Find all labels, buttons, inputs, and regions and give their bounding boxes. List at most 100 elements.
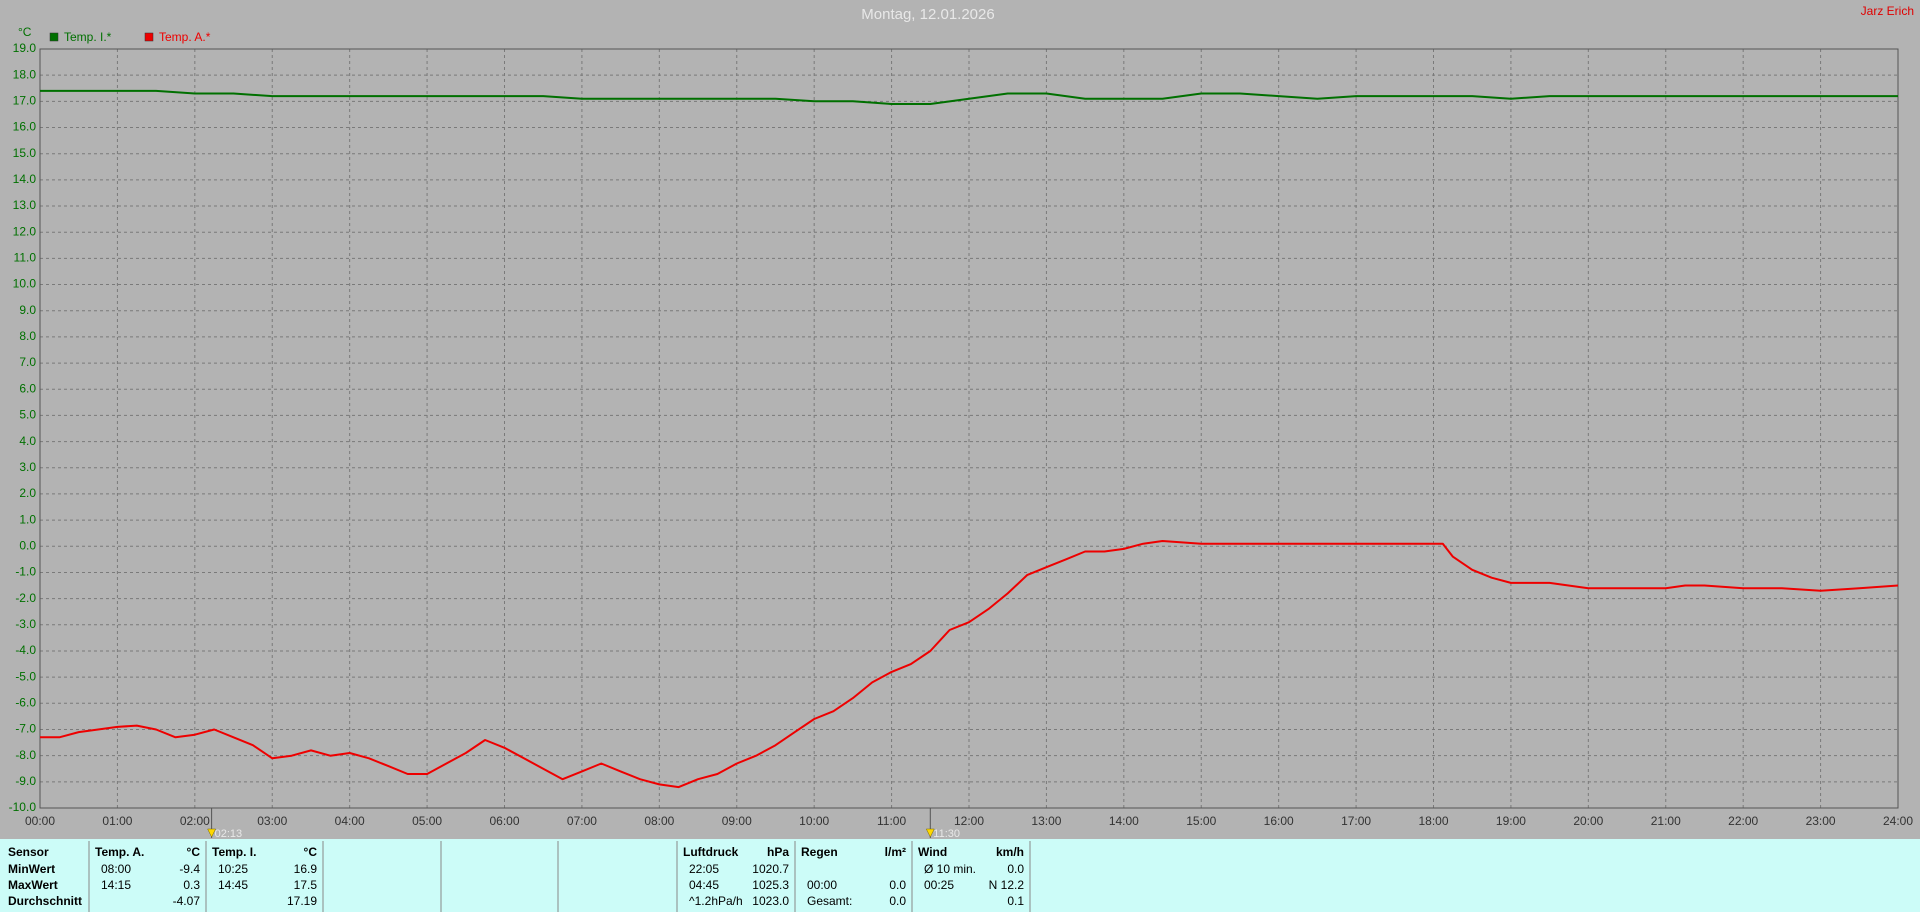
- corner-text: Jarz Erich: [1861, 4, 1914, 18]
- y-tick-label: -2.0: [15, 591, 36, 605]
- group-name: Luftdruck: [683, 845, 739, 859]
- cell-value: 0.0: [889, 894, 906, 908]
- group-name: Wind: [918, 845, 947, 859]
- group-unit: °C: [187, 845, 201, 859]
- cell-time: 14:45: [218, 878, 248, 892]
- y-tick-label: 1.0: [19, 512, 36, 526]
- cell-value: -4.07: [173, 894, 201, 908]
- cell-time: ^1.2hPa/h: [689, 894, 743, 908]
- group-name: Temp. I.: [212, 845, 256, 859]
- x-tick-label: 11:00: [877, 814, 906, 828]
- cell-time: Gesamt:: [807, 894, 852, 908]
- y-tick-label: -9.0: [15, 774, 36, 788]
- row-label: MinWert: [8, 862, 55, 876]
- x-tick-label: 02:00: [180, 814, 210, 828]
- y-tick-label: -3.0: [15, 617, 36, 631]
- x-tick-label: 24:00: [1883, 814, 1913, 828]
- cell-time: 10:25: [218, 862, 248, 876]
- x-tick-label: 12:00: [954, 814, 984, 828]
- group-unit: °C: [304, 845, 318, 859]
- cell-value: 0.1: [1007, 894, 1024, 908]
- cell-value: 0.0: [1007, 862, 1024, 876]
- group-name: Temp. A.: [95, 845, 144, 859]
- cell-value: 1023.0: [752, 894, 789, 908]
- y-tick-label: -10.0: [9, 800, 37, 814]
- x-tick-label: 13:00: [1031, 814, 1061, 828]
- x-tick-label: 14:00: [1109, 814, 1139, 828]
- y-tick-label: 11.0: [14, 251, 37, 265]
- x-tick-label: 05:00: [412, 814, 442, 828]
- x-tick-label: 09:00: [722, 814, 752, 828]
- chart-title: Montag, 12.01.2026: [861, 6, 994, 23]
- cell-time: 00:25: [924, 878, 954, 892]
- marker-icon: [207, 828, 217, 838]
- y-tick-label: 14.0: [13, 172, 37, 186]
- cell-time: Ø 10 min.: [924, 862, 976, 876]
- x-tick-label: 01:00: [102, 814, 132, 828]
- y-tick-label: 16.0: [13, 120, 37, 134]
- group-name: Regen: [801, 845, 838, 859]
- table-background: [0, 839, 1920, 912]
- x-tick-label: 06:00: [489, 814, 519, 828]
- legend-label: Temp. A.*: [159, 30, 211, 44]
- x-tick-label: 23:00: [1806, 814, 1836, 828]
- y-axis-label: °C: [18, 25, 32, 39]
- cell-time: 14:15: [101, 878, 131, 892]
- cell-value: N 12.2: [989, 878, 1025, 892]
- y-tick-label: 15.0: [13, 146, 37, 160]
- y-tick-label: -8.0: [15, 748, 36, 762]
- x-tick-label: 07:00: [567, 814, 597, 828]
- x-tick-label: 00:00: [25, 814, 55, 828]
- cell-value: 16.9: [294, 862, 318, 876]
- y-tick-label: 6.0: [19, 381, 36, 395]
- table-header: Sensor: [8, 845, 49, 859]
- legend-label: Temp. I.*: [64, 30, 112, 44]
- marker-label: 11:30: [933, 828, 960, 840]
- y-tick-label: -6.0: [15, 695, 36, 709]
- y-tick-label: 13.0: [13, 198, 37, 212]
- x-tick-label: 19:00: [1496, 814, 1526, 828]
- y-tick-label: 19.0: [13, 41, 37, 55]
- cell-value: 17.5: [294, 878, 318, 892]
- y-tick-label: -7.0: [15, 722, 36, 736]
- row-label: MaxWert: [8, 878, 58, 892]
- x-tick-label: 10:00: [799, 814, 829, 828]
- x-tick-label: 03:00: [257, 814, 287, 828]
- group-unit: l/m²: [885, 845, 906, 859]
- y-tick-label: 9.0: [19, 303, 36, 317]
- y-tick-label: 3.0: [19, 460, 36, 474]
- marker-label: 02:13: [215, 828, 243, 840]
- y-tick-label: 4.0: [19, 434, 36, 448]
- x-tick-label: 15:00: [1186, 814, 1216, 828]
- x-tick-label: 22:00: [1728, 814, 1758, 828]
- legend-swatch: [144, 32, 154, 42]
- y-tick-label: 18.0: [13, 67, 37, 81]
- x-tick-label: 20:00: [1573, 814, 1603, 828]
- y-tick-label: 12.0: [13, 224, 37, 238]
- cell-value: 0.3: [183, 878, 200, 892]
- row-label: Durchschnitt: [8, 894, 82, 908]
- x-tick-label: 18:00: [1418, 814, 1448, 828]
- cell-value: 0.0: [889, 878, 906, 892]
- y-tick-label: -1.0: [15, 565, 36, 579]
- group-unit: hPa: [767, 845, 789, 859]
- series-line: [40, 89, 1898, 105]
- group-unit: km/h: [996, 845, 1024, 859]
- x-tick-label: 21:00: [1651, 814, 1681, 828]
- cell-value: 1025.3: [752, 878, 789, 892]
- cell-value: -9.4: [179, 862, 200, 876]
- x-tick-label: 08:00: [644, 814, 674, 828]
- cell-time: 00:00: [807, 878, 837, 892]
- marker-icon: [925, 828, 935, 838]
- cell-value: 1020.7: [752, 862, 789, 876]
- y-tick-label: -5.0: [15, 669, 36, 683]
- plot-border: [39, 48, 1899, 809]
- cell-time: 22:05: [689, 862, 719, 876]
- y-tick-label: 8.0: [19, 329, 36, 343]
- cell-time: 04:45: [689, 878, 719, 892]
- cell-time: 08:00: [101, 862, 131, 876]
- series-line: [40, 540, 1899, 789]
- y-tick-label: -4.0: [15, 643, 36, 657]
